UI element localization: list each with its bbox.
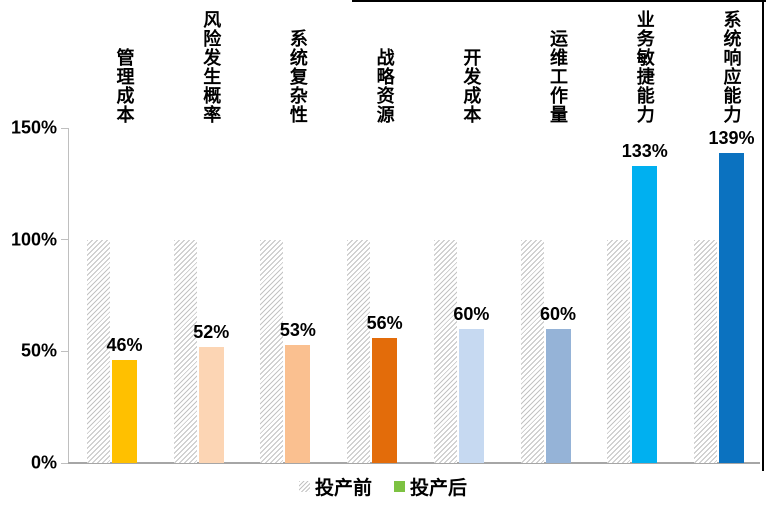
document-border-right <box>762 0 764 471</box>
category-label: 开发成本 <box>461 48 482 124</box>
y-tick-label: 100% <box>10 229 57 250</box>
category-label: 管理成本 <box>114 48 135 124</box>
bar-after <box>285 344 311 463</box>
value-label: 52% <box>193 321 230 342</box>
bar-before <box>87 239 110 463</box>
category-label: 战略资源 <box>374 48 395 124</box>
category-group: 46% 管理成本 <box>68 0 155 463</box>
value-label: 139% <box>708 127 755 148</box>
legend-swatch-before <box>298 481 310 492</box>
y-tick-mark <box>61 350 68 352</box>
bar-before <box>433 239 457 463</box>
document-border-top <box>352 0 766 2</box>
bar-before <box>607 239 631 463</box>
legend-item-after: 投产后 <box>394 473 467 500</box>
legend-item-before: 投产前 <box>298 473 372 500</box>
bar-after <box>372 337 398 463</box>
bar-after <box>718 152 744 463</box>
category-group: 56% 战略资源 <box>328 0 415 463</box>
legend-label-before: 投产前 <box>314 478 372 499</box>
bar-before <box>173 239 197 463</box>
bar-after <box>632 165 658 463</box>
category-group: 60% 运维工作量 <box>502 0 589 463</box>
y-tick-mark <box>61 462 68 464</box>
y-tick-label: 150% <box>10 117 57 138</box>
category-label: 系统复杂性 <box>287 29 308 124</box>
legend: 投产前 投产后 <box>0 473 766 500</box>
category-group: 60% 开发成本 <box>415 0 502 463</box>
category-group: 53% 系统复杂性 <box>241 0 328 463</box>
value-label: 56% <box>366 312 403 333</box>
category-group: 133% 业务敏捷能力 <box>588 0 675 463</box>
category-label: 业务敏捷能力 <box>634 10 655 124</box>
category-group: 52% 风险发生概率 <box>155 0 242 463</box>
bar-before <box>260 239 284 463</box>
value-label: 60% <box>453 304 490 324</box>
bar-after <box>458 329 484 463</box>
value-label: 46% <box>106 335 143 356</box>
y-tick-mark <box>61 239 68 241</box>
y-tick-label: 0% <box>30 452 57 473</box>
bar-before <box>520 239 544 463</box>
x-axis-baseline <box>68 462 760 464</box>
value-label: 60% <box>540 304 577 324</box>
value-label: 53% <box>279 319 316 340</box>
category-label: 风险发生概率 <box>201 10 222 124</box>
legend-swatch-after <box>394 481 405 492</box>
category-group: 139% 系统响应能力 <box>675 0 762 463</box>
y-axis-line <box>68 128 69 463</box>
legend-label-after: 投产后 <box>410 478 468 499</box>
value-label: 133% <box>621 140 668 161</box>
y-tick-mark <box>61 127 68 129</box>
category-label: 运维工作量 <box>548 29 569 124</box>
bar-before <box>347 239 371 463</box>
bar-after <box>112 360 137 463</box>
bar-before <box>693 239 717 463</box>
category-label: 系统响应能力 <box>721 10 742 124</box>
y-tick-label: 50% <box>20 340 57 361</box>
bar-after <box>198 346 224 463</box>
bar-after <box>545 329 571 463</box>
